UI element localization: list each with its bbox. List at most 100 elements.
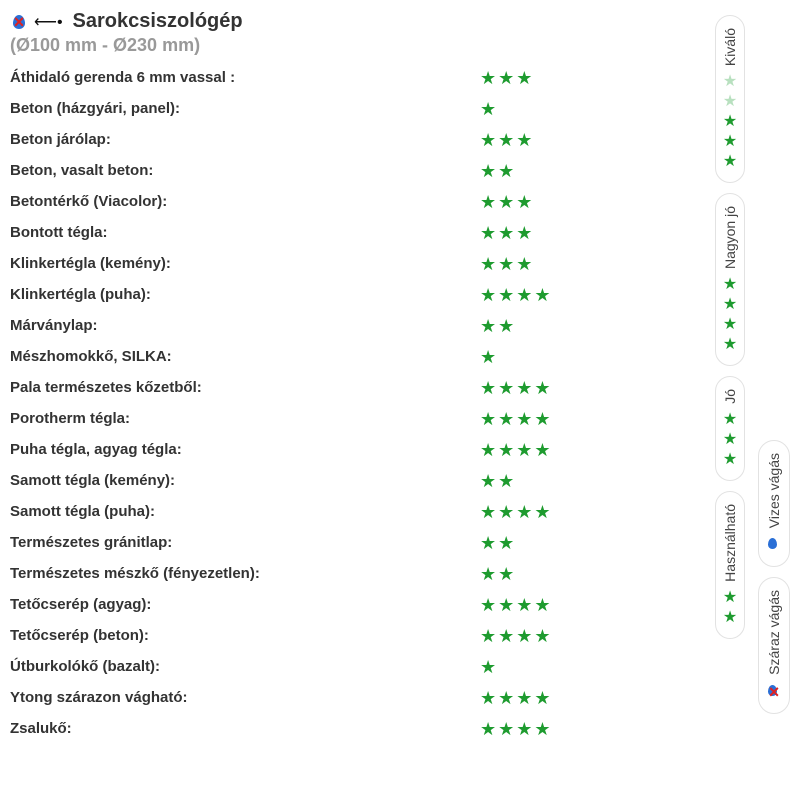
star-icon: ★ (498, 317, 514, 335)
material-label: Bontott tégla: (10, 224, 480, 241)
star-icon: ★ (480, 286, 496, 304)
star-icon: ★ (498, 255, 514, 273)
material-label: Beton (házgyári, panel): (10, 100, 480, 117)
legend-rail-cutting: Vizes vágás Száraz vágás × (758, 440, 790, 714)
material-row: Tetőcserép (beton):★★★★ (10, 620, 790, 651)
star-icon: ★ (723, 277, 737, 293)
legend-label: Száraz vágás (766, 590, 782, 675)
material-row: Porotherm tégla:★★★★ (10, 403, 790, 434)
star-icon: ★ (534, 689, 550, 707)
star-icon: ★ (498, 410, 514, 428)
material-label: Klinkertégla (kemény): (10, 255, 480, 272)
material-stars: ★ (480, 658, 496, 676)
header: × ⟵• Sarokcsiszológép (0, 0, 800, 35)
star-icon: ★ (480, 317, 496, 335)
star-icon: ★ (723, 134, 737, 150)
material-row: Természetes gránitlap:★★ (10, 527, 790, 558)
star-icon: ★ (498, 441, 514, 459)
material-label: Tetőcserép (agyag): (10, 596, 480, 613)
legend-stars: ★★ (723, 590, 737, 626)
star-icon: ★ (480, 69, 496, 87)
star-icon: ★ (480, 441, 496, 459)
legend-stars: ★★★★★ (723, 74, 737, 170)
star-icon: ★ (516, 379, 532, 397)
legend-pill: Nagyon jó★★★★ (715, 193, 745, 366)
legend-pill: Kiváló★★★★★ (715, 15, 745, 183)
material-list: Áthidaló gerenda 6 mm vassal :★★★Beton (… (0, 62, 800, 744)
star-icon: ★ (534, 627, 550, 645)
material-label: Áthidaló gerenda 6 mm vassal : (10, 69, 480, 86)
star-icon: ★ (723, 114, 737, 130)
star-icon: ★ (723, 412, 737, 428)
star-icon: ★ (480, 193, 496, 211)
star-icon: ★ (480, 596, 496, 614)
legend-pill: Vizes vágás (758, 440, 790, 567)
star-icon: ★ (516, 193, 532, 211)
star-icon: ★ (480, 100, 496, 118)
material-row: Samott tégla (kemény):★★ (10, 465, 790, 496)
material-stars: ★★★ (480, 224, 532, 242)
material-row: Pala természetes kőzetből:★★★★ (10, 372, 790, 403)
star-icon: ★ (498, 472, 514, 490)
material-stars: ★★★ (480, 255, 532, 273)
star-icon: ★ (516, 596, 532, 614)
material-stars: ★★★★ (480, 410, 551, 428)
star-icon: ★ (723, 610, 737, 626)
star-icon: ★ (516, 689, 532, 707)
material-row: Beton járólap:★★★ (10, 124, 790, 155)
star-icon: ★ (534, 286, 550, 304)
material-stars: ★★★ (480, 69, 532, 87)
material-label: Puha tégla, agyag tégla: (10, 441, 480, 458)
material-row: Beton, vasalt beton:★★ (10, 155, 790, 186)
star-icon: ★ (498, 193, 514, 211)
material-stars: ★★★★ (480, 441, 551, 459)
star-icon: ★ (723, 74, 737, 90)
star-icon: ★ (516, 627, 532, 645)
material-stars: ★★★★ (480, 689, 551, 707)
legend-label: Vizes vágás (766, 453, 782, 528)
material-label: Márványlap: (10, 317, 480, 334)
material-label: Tetőcserép (beton): (10, 627, 480, 644)
material-row: Márványlap:★★ (10, 310, 790, 341)
material-row: Bontott tégla:★★★ (10, 217, 790, 248)
material-stars: ★★★★ (480, 503, 551, 521)
star-icon: ★ (480, 131, 496, 149)
material-row: Klinkertégla (kemény):★★★ (10, 248, 790, 279)
no-water-icon: × (765, 683, 783, 701)
legend-stars: ★★★★ (723, 277, 737, 353)
legend-pill: Használható★★ (715, 491, 745, 639)
star-icon: ★ (534, 503, 550, 521)
star-icon: ★ (480, 348, 496, 366)
star-icon: ★ (480, 255, 496, 273)
material-label: Pala természetes kőzetből: (10, 379, 480, 396)
material-label: Samott tégla (puha): (10, 503, 480, 520)
star-icon: ★ (723, 590, 737, 606)
legend-label: Nagyon jó (722, 206, 738, 269)
star-icon: ★ (516, 69, 532, 87)
star-icon: ★ (498, 534, 514, 552)
material-row: Tetőcserép (agyag):★★★★ (10, 589, 790, 620)
material-label: Porotherm tégla: (10, 410, 480, 427)
material-label: Zsalukő: (10, 720, 480, 737)
star-icon: ★ (534, 441, 550, 459)
star-icon: ★ (516, 255, 532, 273)
legend-label: Jó (722, 389, 738, 404)
star-icon: ★ (498, 720, 514, 738)
material-label: Ytong szárazon vágható: (10, 689, 480, 706)
star-icon: ★ (723, 337, 737, 353)
material-stars: ★★ (480, 472, 514, 490)
star-icon: ★ (480, 658, 496, 676)
star-icon: ★ (723, 154, 737, 170)
material-stars: ★ (480, 348, 496, 366)
material-row: Puha tégla, agyag tégla:★★★★ (10, 434, 790, 465)
material-row: Természetes mészkő (fényezetlen):★★ (10, 558, 790, 589)
material-label: Betontérkő (Viacolor): (10, 193, 480, 210)
legend-rail-ratings: Kiváló★★★★★Nagyon jó★★★★Jó★★★Használható… (715, 15, 745, 639)
star-icon: ★ (480, 503, 496, 521)
material-row: Klinkertégla (puha):★★★★ (10, 279, 790, 310)
star-icon: ★ (480, 410, 496, 428)
legend-pill: Jó★★★ (715, 376, 745, 481)
material-stars: ★★★★ (480, 379, 551, 397)
material-row: Útburkolókő (bazalt):★ (10, 651, 790, 682)
material-stars: ★★★★ (480, 596, 551, 614)
